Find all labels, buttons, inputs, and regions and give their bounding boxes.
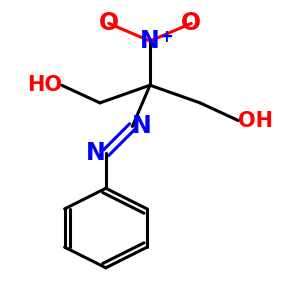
Text: N: N xyxy=(140,29,160,53)
Text: +: + xyxy=(159,28,173,46)
Text: N: N xyxy=(132,114,152,138)
Text: N: N xyxy=(86,141,106,165)
Text: OH: OH xyxy=(238,111,273,130)
Text: O: O xyxy=(99,11,119,35)
Text: HO: HO xyxy=(27,75,62,95)
Text: O: O xyxy=(181,11,201,35)
